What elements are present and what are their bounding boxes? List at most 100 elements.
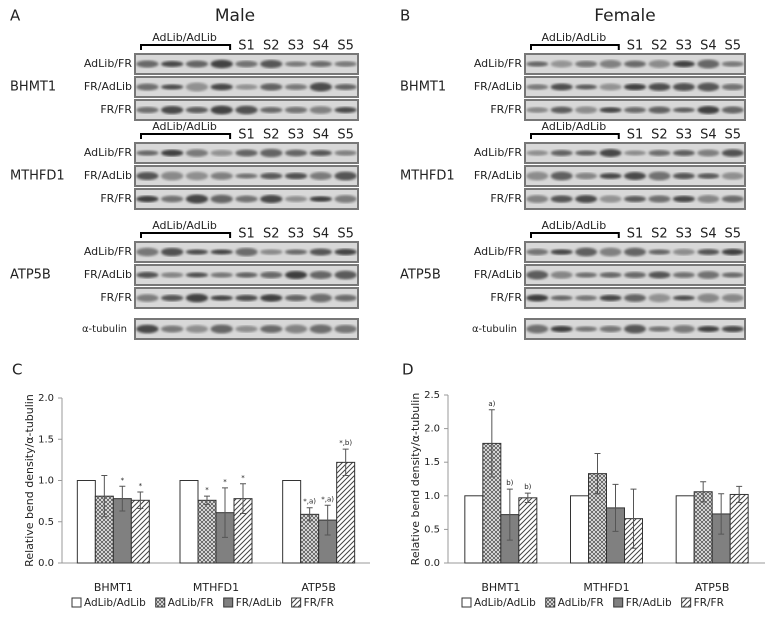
y-axis-label: Relative bend density/α-tubulin (409, 393, 422, 566)
lane-label: S2 (263, 128, 280, 143)
blot-band (648, 106, 671, 114)
blot-band (575, 295, 598, 301)
panel-letter: A (10, 7, 21, 25)
lane-label: S1 (238, 128, 255, 143)
blot-band (624, 195, 646, 203)
lane-label: S2 (263, 39, 280, 54)
blot-band (648, 249, 671, 255)
blot-band (672, 272, 695, 278)
bar (518, 497, 538, 564)
blot-band (624, 150, 646, 156)
blot-band (136, 294, 159, 302)
blot-band (648, 149, 671, 157)
blot-band (185, 60, 209, 68)
blot-header: AdLib/AdLib (542, 31, 607, 44)
blot-band (672, 172, 695, 180)
blot-band (235, 60, 258, 68)
blot-band (260, 148, 283, 158)
blot-band (526, 195, 549, 203)
bar (282, 480, 302, 564)
y-tick-label: 1.5 (424, 457, 440, 468)
blot-band (648, 60, 671, 68)
lane-label: S5 (725, 128, 742, 143)
blot-band (309, 61, 332, 67)
header-bracket (140, 44, 232, 50)
legend-swatch (681, 597, 692, 608)
blot-band (284, 172, 308, 180)
lane-label: S1 (238, 39, 255, 54)
legend-swatch (223, 597, 234, 608)
blot-band (575, 150, 598, 156)
error-bar (594, 452, 601, 495)
bar-annotation: *,a) (303, 498, 316, 506)
lane-label: S5 (337, 128, 354, 143)
blot-band (697, 173, 720, 179)
blot-band (334, 150, 357, 156)
blot-band (235, 149, 258, 157)
y-tick-label: 1.5 (38, 434, 54, 445)
blot-band (185, 293, 209, 303)
blot-band (721, 83, 744, 91)
blot-band (260, 249, 283, 255)
lane-label: S1 (627, 128, 644, 143)
blot-band (697, 106, 720, 114)
blot-band (136, 60, 159, 68)
blot-header: AdLib/AdLib (152, 219, 217, 232)
panel-letter: C (12, 361, 22, 379)
y-tick-label: 1.0 (38, 476, 54, 487)
legend-swatch (291, 597, 302, 608)
blot-band (648, 271, 671, 279)
bar-annotation: a) (488, 400, 495, 408)
blot-band (284, 294, 308, 302)
blot-band (260, 59, 283, 69)
blot-band (526, 324, 549, 334)
bar (729, 493, 749, 564)
header-bracket (140, 133, 232, 139)
blot-band (334, 107, 357, 113)
blot-band (334, 324, 357, 334)
bar (130, 499, 150, 564)
y-tick-label: 0.0 (424, 558, 440, 569)
blot-band (334, 294, 357, 302)
blot-band (721, 149, 744, 157)
row-label: FR/FR (490, 103, 522, 116)
bar (76, 480, 96, 564)
blot-band (284, 83, 308, 91)
blot-band (721, 172, 744, 180)
blot-band (185, 171, 209, 181)
blot-header: AdLib/AdLib (152, 31, 217, 44)
blot-band (161, 195, 184, 203)
blot-band (260, 194, 283, 204)
blot-header: AdLib/AdLib (542, 120, 607, 133)
blot-band (526, 248, 549, 256)
bar-annotation: * (121, 476, 125, 484)
row-label: FR/FR (100, 103, 132, 116)
blot-band (260, 294, 283, 302)
lane-label: S1 (627, 39, 644, 54)
blot-band (309, 172, 332, 180)
blot-band (309, 82, 332, 92)
x-tick-label: MTHFD1 (193, 581, 239, 594)
blot-band (550, 295, 573, 301)
y-tick-label: 2.0 (424, 424, 440, 435)
row-label: FR/FR (490, 291, 522, 304)
y-tick-label: 2.0 (38, 393, 54, 404)
legend-swatch (545, 597, 556, 608)
row-label: AdLib/FR (84, 57, 133, 70)
blot-band (334, 195, 357, 203)
legend-label: AdLib/AdLib (84, 597, 146, 609)
blot-band (697, 271, 720, 279)
lane-label: S2 (651, 128, 668, 143)
legend-swatch (461, 597, 472, 608)
blot-band (624, 172, 646, 180)
blot-band (624, 271, 646, 279)
blot-band (161, 105, 184, 115)
blot-band (672, 60, 695, 68)
legend-label: FR/AdLib (626, 597, 672, 609)
blot-band (721, 325, 744, 333)
bar-annotation: * (241, 474, 245, 482)
blot-band (260, 172, 283, 180)
blot-band (721, 272, 744, 278)
error-bar (240, 483, 246, 514)
blot-band (599, 173, 622, 179)
